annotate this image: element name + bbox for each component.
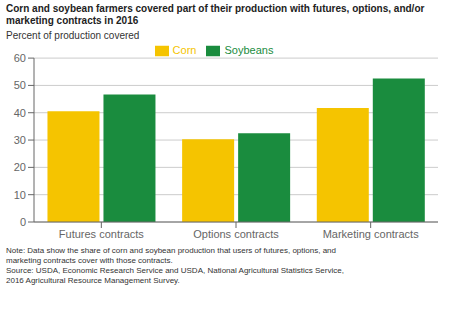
html-text:marketing contracts in 2016: marketing contracts in 2016 [6,15,139,26]
svg-text:60: 60 [14,52,26,64]
svg-text:Futures contracts: Futures contracts [59,228,144,240]
svg-text:Marketing contracts: Marketing contracts [323,228,419,240]
svg-text:30: 30 [14,134,26,146]
html-text:Source: USDA, Economic Researc: Source: USDA, Economic Research Service … [6,266,344,275]
html-text:Soybeans: Soybeans [224,44,274,56]
svg-text:20: 20 [14,161,26,173]
svg-text:Options contracts: Options contracts [193,228,279,240]
html-text:Corn: Corn [172,44,197,56]
html-text:Note: Data show the share of c: Note: Data show the share of corn and so… [6,246,336,255]
html-text:2016 Agricultural Resource Man: 2016 Agricultural Resource Management Su… [6,276,180,285]
html-text:Corn and soybean farmers cover: Corn and soybean farmers covered part of… [6,3,425,14]
html-text:marketing contracts cover with: marketing contracts cover with those con… [6,256,173,265]
html-text:Percent of production covered: Percent of production covered [6,30,140,41]
svg-text:40: 40 [14,107,26,119]
svg-text:50: 50 [14,79,26,91]
svg-text:10: 10 [14,189,26,201]
svg-text:0: 0 [20,216,26,228]
